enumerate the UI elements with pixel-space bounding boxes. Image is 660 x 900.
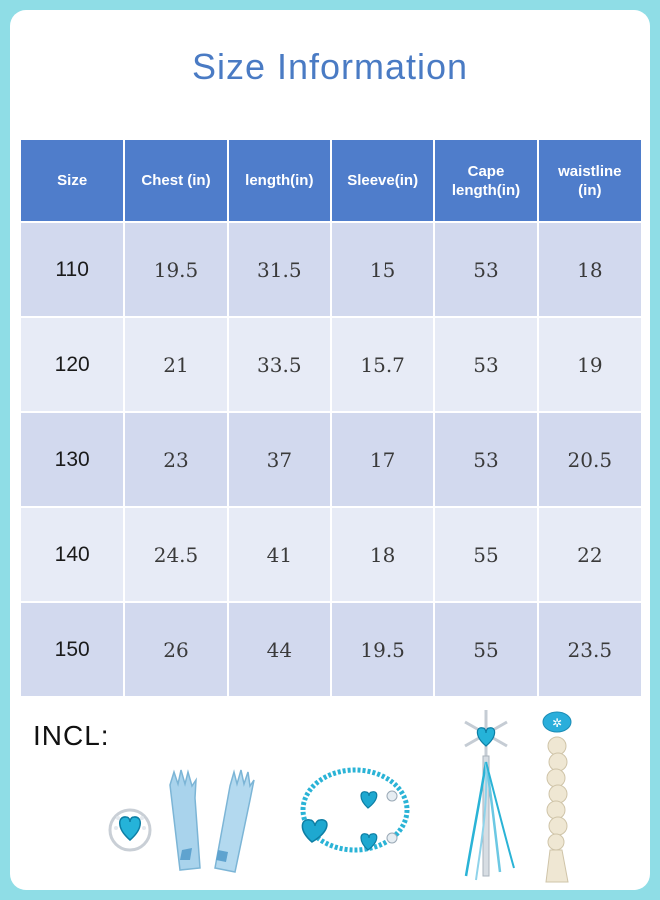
header-waistline: waistline (in) — [537, 140, 641, 223]
header-sleeve: Sleeve(in) — [330, 140, 436, 223]
header-length: length(in) — [227, 140, 332, 223]
cell-size: 140 — [21, 507, 126, 603]
table-row: 140 24.5 41 18 55 22 — [21, 507, 641, 603]
cell-length: 33.5 — [227, 317, 332, 413]
necklace-earrings-icon — [300, 767, 410, 853]
cell-sleeve: 15.7 — [330, 317, 436, 413]
table-row: 120 21 33.5 15.7 53 19 — [21, 317, 641, 413]
cell-cape-length: 53 — [434, 222, 539, 318]
cell-length: 31.5 — [227, 222, 332, 318]
gloves-icon — [169, 769, 255, 873]
cell-waistline: 18 — [537, 222, 641, 318]
size-table: Size Chest (in) length(in) Sleeve(in) Ca… — [21, 140, 641, 698]
cell-waistline: 19 — [537, 317, 641, 413]
page-title: Size Information — [191, 46, 469, 87]
cell-cape-length: 53 — [434, 317, 539, 413]
header-waistline-label: waistline (in) — [558, 162, 622, 199]
heart-ring-icon — [108, 808, 152, 852]
table-row: 130 23 37 17 53 20.5 — [21, 412, 641, 508]
includes-label: INCL: — [33, 720, 110, 751]
cell-sleeve: 18 — [330, 507, 436, 603]
cell-cape-length: 55 — [434, 507, 539, 603]
cell-waistline: 23.5 — [537, 602, 641, 698]
table-row: 110 19.5 31.5 15 53 18 — [21, 222, 641, 318]
cell-cape-length: 55 — [434, 602, 539, 698]
cell-length: 44 — [227, 602, 332, 698]
header-cape-length-label: Cape length(in) — [451, 162, 521, 199]
cell-length: 37 — [227, 412, 332, 508]
cell-chest: 21 — [124, 317, 229, 413]
cell-waistline: 22 — [537, 507, 641, 603]
braid-wig-icon: ✲ — [542, 711, 572, 883]
cell-size: 130 — [21, 412, 126, 508]
cell-size: 120 — [21, 317, 126, 413]
svg-text:✲: ✲ — [552, 716, 562, 730]
snowflake-wand-icon — [464, 710, 515, 881]
cell-chest: 24.5 — [124, 507, 229, 603]
accessories-illustration: ✲ — [108, 710, 572, 883]
cell-length: 41 — [227, 507, 332, 603]
cell-chest: 23 — [124, 412, 229, 508]
cell-chest: 19.5 — [124, 222, 229, 318]
cell-sleeve: 17 — [330, 412, 436, 508]
table-header-row: Size Chest (in) length(in) Sleeve(in) Ca… — [21, 140, 641, 223]
cell-cape-length: 53 — [434, 412, 539, 508]
header-size: Size — [21, 140, 126, 223]
table-row: 150 26 44 19.5 55 23.5 — [21, 602, 641, 698]
header-chest: Chest (in) — [124, 140, 229, 223]
header-cape-length: Cape length(in) — [434, 140, 539, 223]
cell-chest: 26 — [124, 602, 229, 698]
cell-size: 110 — [21, 222, 126, 318]
cell-sleeve: 19.5 — [330, 602, 436, 698]
cell-waistline: 20.5 — [537, 412, 641, 508]
cell-sleeve: 15 — [330, 222, 436, 318]
size-info-card: Size Information Size Chest (in) length(… — [10, 10, 650, 890]
cell-size: 150 — [21, 602, 126, 698]
